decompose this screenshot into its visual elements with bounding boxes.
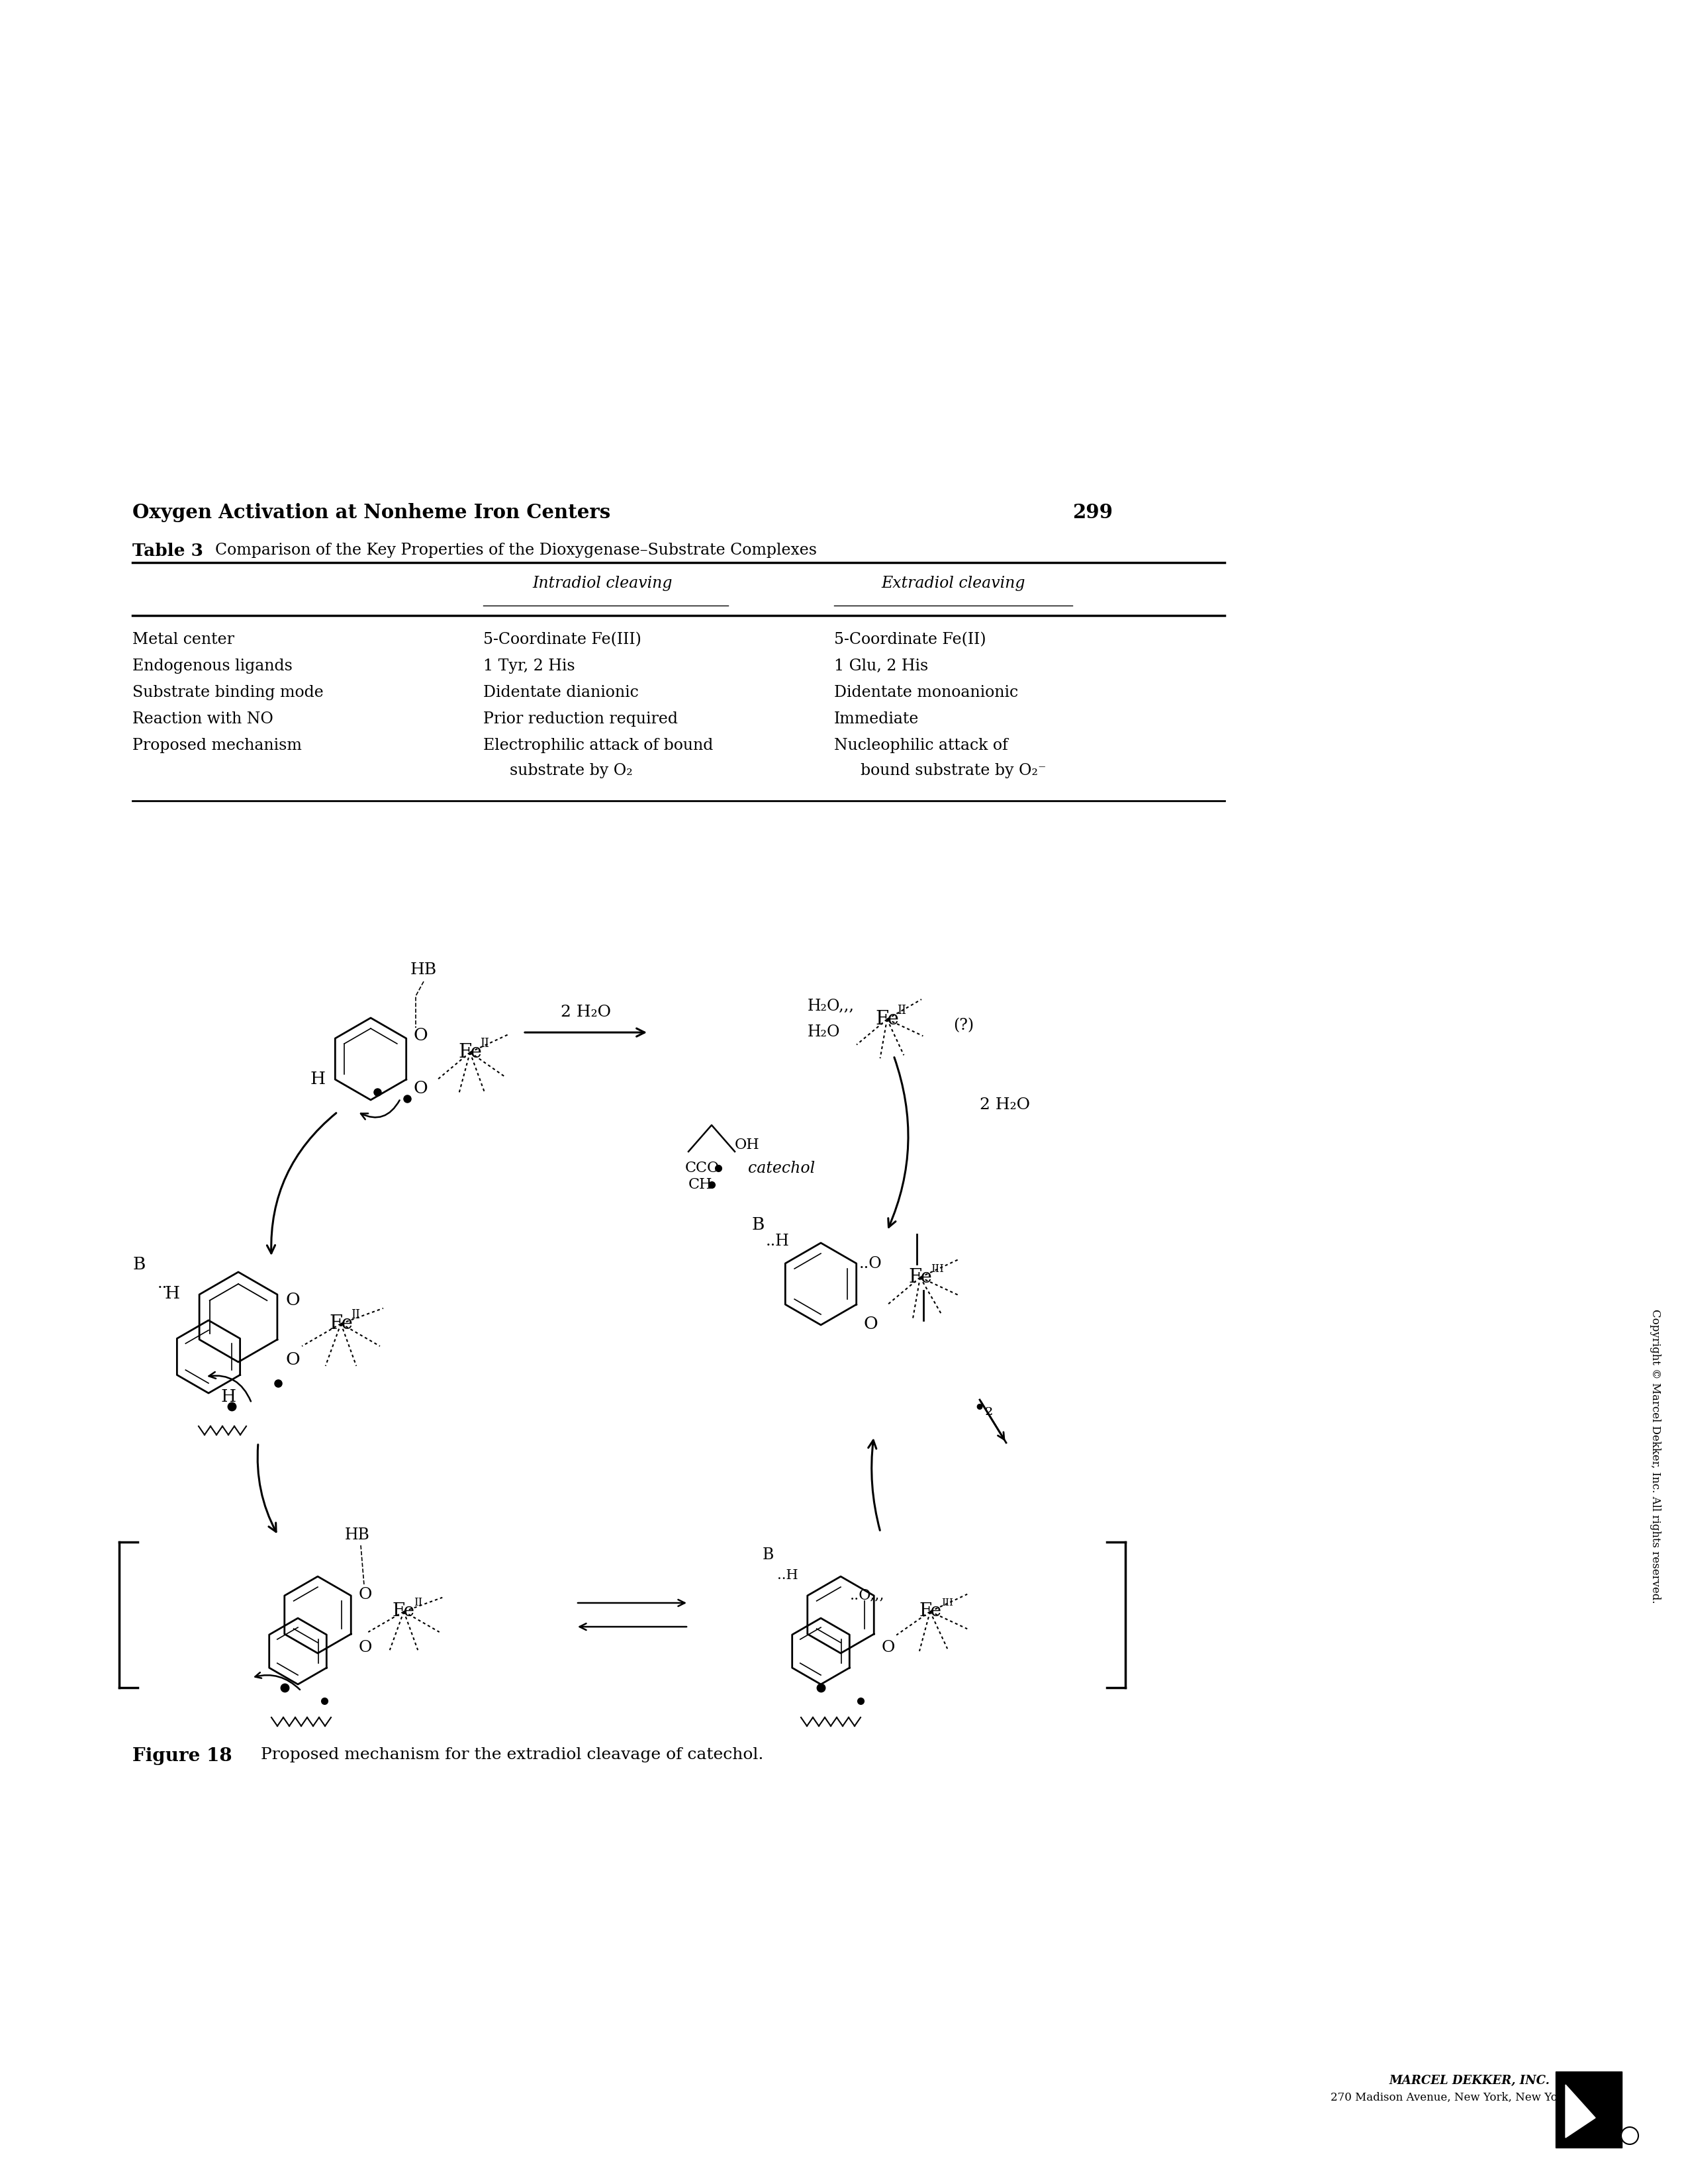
Text: Proposed mechanism for the extradiol cleavage of catechol.: Proposed mechanism for the extradiol cle…: [245, 1747, 763, 1762]
Text: Copyright © Marcel Dekker, Inc. All rights reserved.: Copyright © Marcel Dekker, Inc. All righ…: [1649, 1308, 1661, 1603]
Text: II: II: [479, 1037, 490, 1051]
Text: II: II: [896, 1005, 906, 1016]
Text: Substrate binding mode: Substrate binding mode: [132, 686, 324, 701]
Text: Intradiol cleaving: Intradiol cleaving: [532, 577, 672, 592]
Text: 2 H₂O: 2 H₂O: [979, 1099, 1030, 1114]
Text: B: B: [133, 1256, 145, 1273]
Text: 270 Madison Avenue, New York, New York 10016: 270 Madison Avenue, New York, New York 1…: [1330, 2092, 1609, 2103]
Text: Didentate monoanionic: Didentate monoanionic: [834, 686, 1018, 701]
Text: H: H: [164, 1286, 179, 1302]
Text: Fe: Fe: [457, 1044, 481, 1061]
Text: 5-Coordinate Fe(II): 5-Coordinate Fe(II): [834, 631, 986, 646]
Text: Metal center: Metal center: [132, 631, 235, 646]
Text: Prior reduction required: Prior reduction required: [483, 712, 679, 727]
Text: bound substrate by O₂⁻: bound substrate by O₂⁻: [861, 762, 1047, 778]
Text: H: H: [311, 1070, 326, 1088]
Text: Immediate: Immediate: [834, 712, 918, 727]
Polygon shape: [1565, 2086, 1595, 2138]
Text: H₂O: H₂O: [807, 1024, 841, 1040]
Text: II: II: [414, 1597, 422, 1610]
Text: ..: ..: [157, 1275, 167, 1291]
Text: CH: CH: [689, 1177, 712, 1192]
Text: Electrophilic attack of bound: Electrophilic attack of bound: [483, 738, 712, 753]
Text: •₂: •₂: [972, 1400, 993, 1420]
Text: O: O: [285, 1293, 300, 1308]
Text: O: O: [358, 1588, 371, 1603]
Text: ..H: ..H: [776, 1568, 798, 1581]
Text: Fe: Fe: [908, 1269, 932, 1286]
Text: Nucleophilic attack of: Nucleophilic attack of: [834, 738, 1008, 753]
Text: 1 Tyr, 2 His: 1 Tyr, 2 His: [483, 660, 576, 673]
Text: O: O: [358, 1640, 371, 1655]
Text: B: B: [761, 1548, 773, 1564]
Text: 1 Glu, 2 His: 1 Glu, 2 His: [834, 660, 928, 673]
Text: OH: OH: [734, 1138, 760, 1153]
Text: ..O,,,: ..O,,,: [849, 1588, 885, 1603]
Text: Fe: Fe: [329, 1315, 353, 1332]
Text: II: II: [351, 1308, 360, 1321]
Text: III: III: [930, 1262, 944, 1273]
Text: O: O: [285, 1352, 300, 1369]
Text: ..O: ..O: [859, 1256, 881, 1271]
Text: Table 3: Table 3: [132, 542, 203, 559]
Text: O: O: [881, 1640, 895, 1655]
Text: III: III: [942, 1599, 954, 1607]
Text: Reaction with NO: Reaction with NO: [132, 712, 273, 727]
Text: ..H: ..H: [766, 1234, 790, 1249]
Text: Figure 18: Figure 18: [132, 1747, 231, 1765]
Text: (?): (?): [954, 1018, 974, 1033]
Text: HB: HB: [344, 1529, 370, 1544]
Text: Fe: Fe: [918, 1603, 942, 1621]
Text: Didentate dianionic: Didentate dianionic: [483, 686, 638, 701]
Bar: [1556, 2070, 1622, 2147]
Text: MARCEL DEKKER, INC.: MARCEL DEKKER, INC.: [1389, 2075, 1550, 2086]
Text: 299: 299: [1072, 502, 1112, 522]
Circle shape: [1620, 2127, 1639, 2145]
Text: B: B: [751, 1216, 765, 1232]
Text: O: O: [414, 1026, 427, 1044]
Text: CCO: CCO: [685, 1162, 719, 1175]
Text: Endogenous ligands: Endogenous ligands: [132, 660, 292, 673]
Text: Fe: Fe: [874, 1009, 900, 1029]
Text: O: O: [863, 1315, 878, 1332]
Text: H: H: [221, 1389, 236, 1404]
Text: H₂O,,,: H₂O,,,: [807, 998, 854, 1013]
Text: substrate by O₂: substrate by O₂: [510, 762, 633, 778]
Text: 2 H₂O: 2 H₂O: [560, 1005, 611, 1020]
Text: 5-Coordinate Fe(III): 5-Coordinate Fe(III): [483, 631, 641, 646]
Text: Extradiol cleaving: Extradiol cleaving: [881, 577, 1025, 592]
Text: catechol: catechol: [748, 1160, 815, 1175]
Text: Proposed mechanism: Proposed mechanism: [132, 738, 302, 753]
Text: Fe: Fe: [393, 1603, 415, 1621]
Text: Oxygen Activation at Nonheme Iron Centers: Oxygen Activation at Nonheme Iron Center…: [132, 502, 611, 522]
Text: HB: HB: [410, 961, 437, 976]
Text: Comparison of the Key Properties of the Dioxygenase–Substrate Complexes: Comparison of the Key Properties of the …: [206, 542, 817, 557]
Text: O: O: [414, 1081, 427, 1096]
